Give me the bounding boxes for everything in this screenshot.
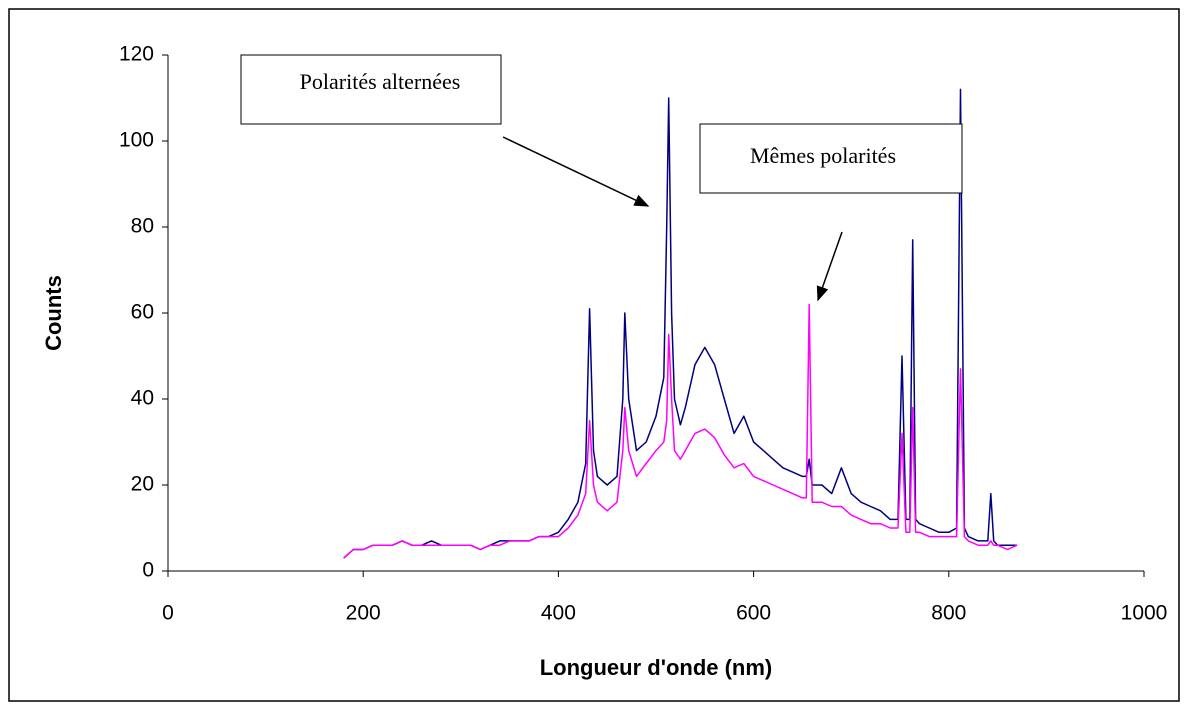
- annotation-box: [699, 123, 963, 194]
- x-tick-label: 400: [541, 602, 576, 625]
- y-axis-label: Counts: [41, 275, 66, 351]
- x-tick-label: 200: [346, 602, 381, 625]
- x-tick-label: 800: [931, 602, 966, 625]
- y-tick-label: 100: [119, 129, 154, 152]
- y-tick-label: 80: [131, 215, 154, 238]
- y-tick-label: 60: [131, 301, 154, 324]
- annotation-arrow: [816, 231, 843, 302]
- y-tick-label: 40: [131, 387, 154, 410]
- annotation-box: [240, 54, 502, 125]
- chart-frame: [8, 8, 1180, 702]
- y-tick-label: 0: [142, 559, 154, 582]
- plot-area: 0 20 40 60 80 100 120 0 200 400 600 800 1000: [119, 43, 1167, 625]
- x-tick-label: 600: [736, 602, 771, 625]
- annotation: Mêmes polarités: [750, 143, 896, 168]
- annotation-arrow: [502, 136, 650, 207]
- y-tick-label: 120: [119, 43, 154, 66]
- annotation: Polarités alternées: [300, 69, 461, 94]
- x-tick-label: 1000: [1121, 602, 1168, 625]
- data-line: [343, 303, 1018, 559]
- y-tick-label: 20: [131, 473, 154, 496]
- x-tick-label: 0: [162, 602, 174, 625]
- x-axis-label: Longueur d'onde (nm): [540, 655, 773, 680]
